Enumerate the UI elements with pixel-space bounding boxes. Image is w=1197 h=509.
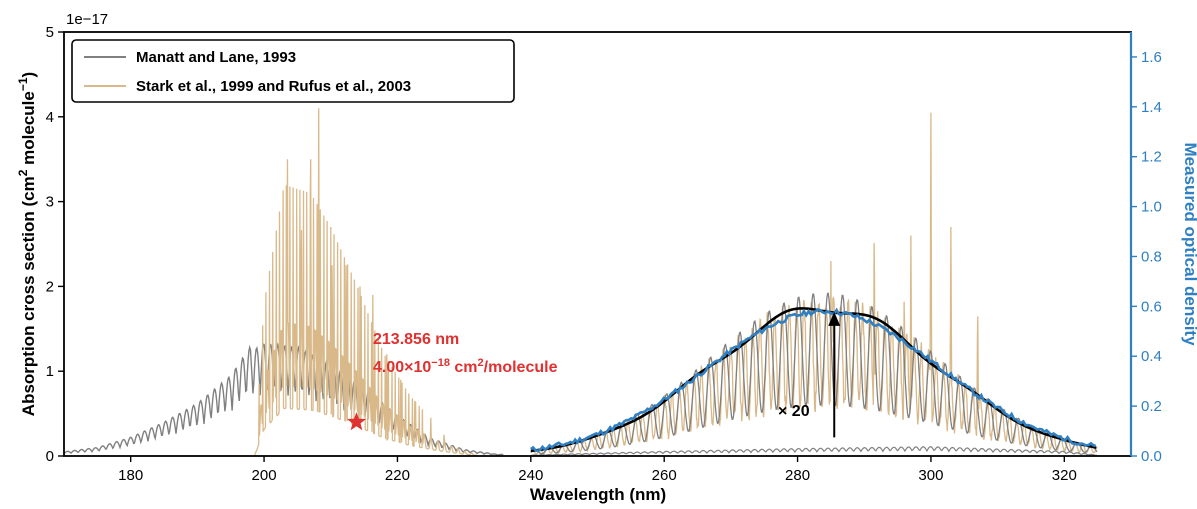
x-tick-label: 220 bbox=[385, 467, 410, 484]
y-multiplier: 1e−17 bbox=[66, 11, 108, 28]
y-right-tick-label: 1.4 bbox=[1141, 99, 1162, 116]
y-right-tick-label: 0.4 bbox=[1141, 348, 1162, 365]
star-marker bbox=[347, 412, 366, 431]
legend-label-stark: Stark et al., 1999 and Rufus et al., 200… bbox=[136, 78, 411, 95]
x-tick-label: 180 bbox=[118, 467, 143, 484]
x-tick-label: 240 bbox=[518, 467, 543, 484]
star-label-wavelength: 213.856 nm bbox=[373, 331, 459, 348]
x-axis-title: Wavelength (nm) bbox=[530, 485, 666, 504]
series-manatt-band2-unscaled bbox=[530, 446, 1098, 456]
y-right-tick-label: 1.6 bbox=[1141, 49, 1162, 66]
x-axis: 180 200 220 240 260 280 300 320 bbox=[118, 456, 1077, 484]
y-left-tick-label: 5 bbox=[46, 24, 54, 41]
series-stark-band1 bbox=[254, 108, 478, 456]
x-tick-label: 280 bbox=[785, 467, 810, 484]
y-right-tick-label: 0.0 bbox=[1141, 448, 1162, 465]
legend-box bbox=[71, 39, 515, 103]
arrow-head bbox=[828, 311, 841, 326]
multiplier-label: × 20 bbox=[778, 403, 810, 420]
y-right-tick-label: 0.2 bbox=[1141, 398, 1162, 415]
x-tick-label: 300 bbox=[918, 467, 943, 484]
series-black-smoothed bbox=[530, 307, 1097, 453]
x-tick-label: 200 bbox=[252, 467, 277, 484]
y-right-tick-label: 0.6 bbox=[1141, 298, 1162, 315]
x-tick-label: 320 bbox=[1052, 467, 1077, 484]
series-stark-band2 bbox=[530, 112, 1098, 456]
annotation-layer: 213.856 nm 4.00×10−18 cm2/molecule × 20 bbox=[347, 311, 841, 438]
legend: Manatt and Lane, 1993 Stark et al., 1999… bbox=[71, 39, 515, 103]
right-y-axis-title: Measured optical density bbox=[1181, 142, 1197, 346]
y-left-tick-label: 4 bbox=[46, 109, 54, 126]
y-left-tick-label: 3 bbox=[46, 194, 54, 211]
series-measured-od bbox=[530, 307, 1096, 453]
y-right-tick-label: 1.2 bbox=[1141, 149, 1162, 166]
y-right-tick-label: 1.0 bbox=[1141, 199, 1162, 216]
left-y-axis: 0 1 2 3 4 5 bbox=[46, 24, 64, 465]
legend-label-manatt: Manatt and Lane, 1993 bbox=[136, 49, 296, 66]
series-layer bbox=[64, 108, 1098, 456]
right-y-axis: 0.0 0.2 0.4 0.6 0.8 1.0 1.2 1.4 1.6 bbox=[1131, 49, 1162, 465]
y-title-sup1: 2 bbox=[16, 169, 30, 176]
y-left-tick-label: 0 bbox=[46, 448, 54, 465]
y-left-tick-label: 2 bbox=[46, 278, 54, 295]
y-left-tick-label: 1 bbox=[46, 363, 54, 380]
y-right-tick-label: 0.8 bbox=[1141, 248, 1162, 265]
left-y-axis-title: Absorption cross section (cm2 molecule−1… bbox=[16, 72, 38, 416]
star-label-cross-section: 4.00×10−18 cm2/molecule bbox=[373, 357, 558, 376]
x-tick-label: 260 bbox=[652, 467, 677, 484]
